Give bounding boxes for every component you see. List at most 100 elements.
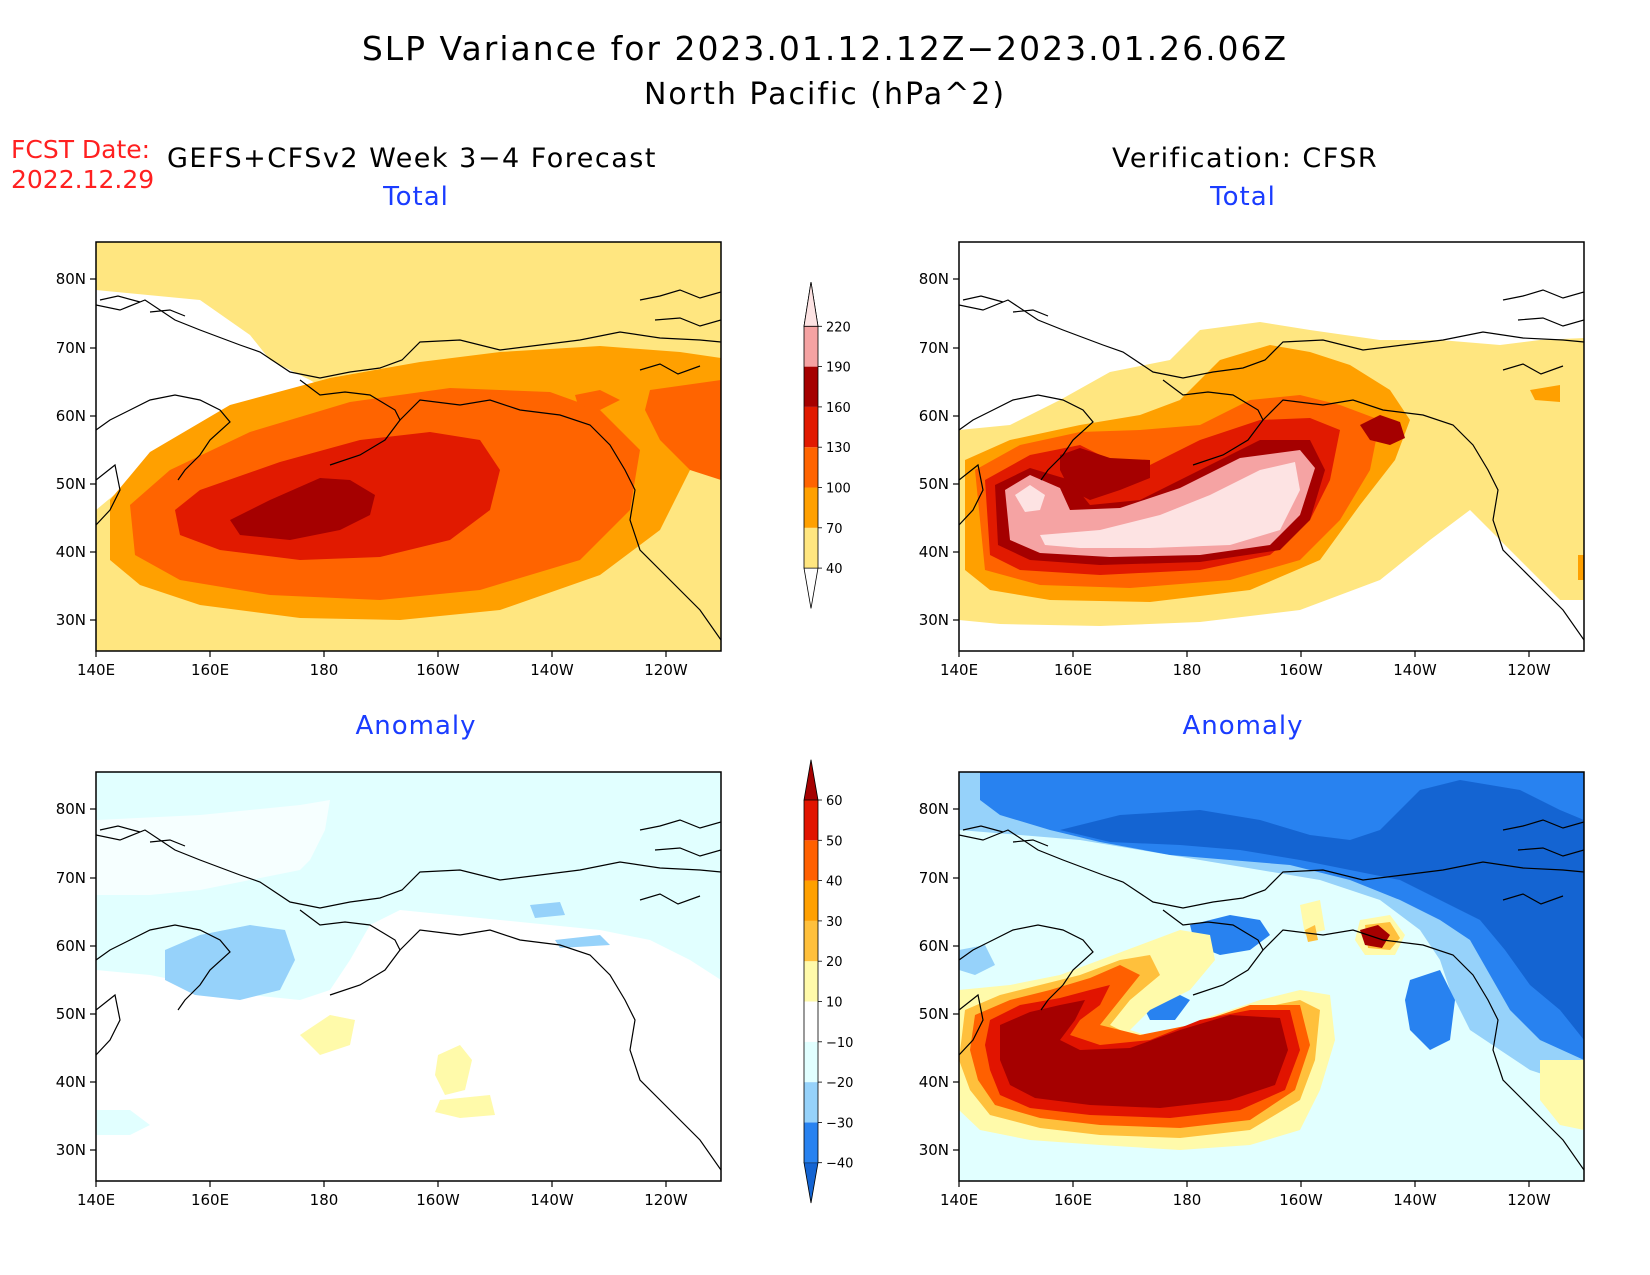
colorbar-swatch — [804, 487, 818, 528]
lat-tick-label: 30N — [919, 1141, 949, 1159]
colorbar-swatch — [804, 406, 818, 448]
lon-tick-label: 160E — [1054, 1191, 1092, 1209]
colorbar-tick-label: 220 — [826, 320, 851, 335]
lon-tick-label: 140W — [1393, 1191, 1437, 1209]
verification-total-axes: 140E 160E 180 160W 140W 120W 30N 40N 50N 60N 70N 80… — [919, 270, 1551, 679]
verification-anomaly-coastlines — [959, 819, 1584, 1171]
verification-anomaly-axes: 140E 160E 180 160W 140W 120W 30N 40N 50N 60N 70N 80… — [919, 800, 1551, 1209]
lon-tick-label: 120W — [644, 1191, 688, 1209]
lat-tick-label: 40N — [56, 543, 86, 561]
colorbar-tick-label: 40 — [826, 562, 843, 577]
forecast-total-axes: 140E 160E 180 160W 140W 120W 30N 40N 50N 60N 70N 80… — [56, 270, 688, 679]
lat-tick-label: 50N — [56, 1005, 86, 1023]
forecast-anomaly-map — [95, 771, 722, 1182]
main-title: SLP Variance for 2023.01.12.12Z−2023.01.… — [361, 29, 1289, 68]
colorbar-tick-label: 70 — [826, 522, 843, 537]
colorbar-swatch — [803, 281, 819, 327]
lat-tick-label: 60N — [919, 407, 949, 425]
lon-tick-label: 140E — [940, 661, 978, 679]
lon-tick-label: 140W — [530, 1191, 574, 1209]
colorbar-swatch — [804, 1041, 818, 1083]
colorbar-tick-label: 10 — [826, 996, 843, 1011]
colorbar-swatch — [804, 1082, 818, 1123]
verification-total-title: Total — [1210, 182, 1276, 212]
verification-anomaly-map — [958, 771, 1585, 1182]
colorbar-tick-label: 190 — [826, 361, 851, 376]
forecast-total-coastlines — [96, 289, 721, 641]
main-subtitle: North Pacific (hPa^2) — [643, 77, 1007, 112]
verification-anomaly-shading — [959, 772, 1584, 1181]
fcst-date-value: 2022.12.29 — [11, 165, 155, 194]
lon-tick-label: 160W — [416, 1191, 460, 1209]
lat-tick-label: 70N — [919, 339, 949, 357]
forecast-anomaly-coastlines — [96, 819, 721, 1171]
verification-anomaly-title: Anomaly — [1182, 711, 1304, 741]
lat-tick-label: 60N — [919, 937, 949, 955]
forecast-anomaly-frame — [95, 771, 722, 1182]
total-colorbar: 40 70 100 130 160 190 220 — [803, 281, 851, 609]
axes-layer: 140E 160E 180 160W 140W 120W 30N 40N 50N 60N 70N 80… — [56, 270, 1551, 1209]
colorbar-swatch — [803, 567, 819, 609]
lon-tick-label: 160W — [1279, 661, 1323, 679]
lon-tick-label: 180 — [310, 1191, 339, 1209]
lon-tick-label: 160W — [416, 661, 460, 679]
lon-tick-label: 180 — [1173, 661, 1202, 679]
verification-total-frame — [958, 241, 1585, 652]
forecast-column-title: GEFS+CFSv2 Week 3−4 Forecast — [167, 143, 657, 174]
lat-tick-label: 50N — [919, 475, 949, 493]
lat-tick-label: 80N — [56, 800, 86, 818]
colorbar-tick-label: 160 — [826, 401, 851, 416]
verification-column-title: Verification: CFSR — [1112, 143, 1379, 174]
lat-tick-label: 60N — [56, 407, 86, 425]
colorbar-tick-label: −30 — [826, 1116, 853, 1131]
verification-total-map — [958, 241, 1585, 652]
colorbar-swatch — [804, 800, 818, 841]
colorbar-tick-label: 100 — [826, 482, 851, 497]
forecast-total-frame — [95, 241, 722, 652]
anomaly-colorbar: −40 −30 −20 −10 10 20 30 40 50 60 — [803, 759, 853, 1204]
colorbar-swatch — [804, 326, 818, 367]
lat-tick-label: 30N — [919, 611, 949, 629]
forecast-anomaly-title: Anomaly — [355, 711, 477, 741]
colorbar-tick-label: 60 — [826, 794, 843, 809]
colorbar-tick-label: −10 — [826, 1036, 853, 1051]
lon-tick-label: 140W — [530, 661, 574, 679]
colorbar-tick-label: 40 — [826, 875, 843, 890]
fcst-date-label: FCST Date: — [11, 135, 151, 164]
lat-tick-label: 70N — [56, 869, 86, 887]
colorbar-tick-label: 20 — [826, 955, 843, 970]
lat-tick-label: 40N — [919, 543, 949, 561]
verification-total-coastlines — [959, 289, 1584, 641]
lat-tick-label: 40N — [919, 1073, 949, 1091]
lat-tick-label: 30N — [56, 611, 86, 629]
lat-tick-label: 50N — [919, 1005, 949, 1023]
lon-tick-label: 160W — [1279, 1191, 1323, 1209]
forecast-anomaly-shading — [96, 772, 721, 1181]
lon-tick-label: 160E — [1054, 661, 1092, 679]
colorbar-swatch — [804, 840, 818, 881]
forecast-total-shading — [96, 242, 721, 651]
lat-tick-label: 80N — [919, 270, 949, 288]
colorbar-swatch — [804, 920, 818, 962]
colorbar-tick-label: 50 — [826, 834, 843, 849]
lon-tick-label: 160E — [191, 661, 229, 679]
colorbar-swatch — [804, 1001, 818, 1042]
lat-tick-label: 70N — [56, 339, 86, 357]
lat-tick-label: 40N — [56, 1073, 86, 1091]
lon-tick-label: 180 — [310, 661, 339, 679]
lon-tick-label: 140W — [1393, 661, 1437, 679]
verification-total-shading — [959, 242, 1584, 651]
lon-tick-label: 140E — [940, 1191, 978, 1209]
colorbar-swatch — [803, 1162, 819, 1204]
lon-tick-label: 120W — [1507, 1191, 1551, 1209]
lon-tick-label: 120W — [1507, 661, 1551, 679]
colorbar-swatch — [804, 447, 818, 488]
lon-tick-label: 140E — [77, 661, 115, 679]
forecast-total-map — [95, 241, 722, 652]
colorbar-swatch — [804, 366, 818, 407]
lon-tick-label: 180 — [1173, 1191, 1202, 1209]
lat-tick-label: 50N — [56, 475, 86, 493]
lat-tick-label: 60N — [56, 937, 86, 955]
colorbar-tick-label: −40 — [826, 1157, 853, 1172]
